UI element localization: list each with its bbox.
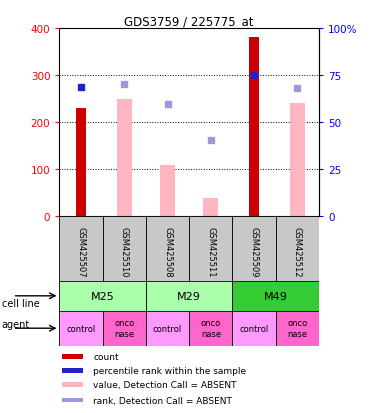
Bar <box>59 217 103 281</box>
Bar <box>276 217 319 281</box>
Bar <box>233 281 319 311</box>
Bar <box>62 398 83 402</box>
Bar <box>189 217 233 281</box>
Text: count: count <box>93 352 119 361</box>
Text: percentile rank within the sample: percentile rank within the sample <box>93 366 246 375</box>
Text: GSM425508: GSM425508 <box>163 226 172 277</box>
Bar <box>233 311 276 346</box>
Bar <box>160 165 175 217</box>
Bar <box>146 281 233 311</box>
Bar <box>62 354 83 359</box>
Bar <box>59 311 103 346</box>
Text: control: control <box>66 324 96 333</box>
Title: GDS3759 / 225775_at: GDS3759 / 225775_at <box>124 15 254 28</box>
Text: rank, Detection Call = ABSENT: rank, Detection Call = ABSENT <box>93 396 232 404</box>
Bar <box>276 311 319 346</box>
Bar <box>103 217 146 281</box>
Text: onco
nase: onco nase <box>201 319 221 338</box>
Text: control: control <box>240 324 269 333</box>
Bar <box>249 38 259 217</box>
Text: M29: M29 <box>177 291 201 301</box>
Text: GSM425511: GSM425511 <box>206 226 215 277</box>
Bar <box>233 217 276 281</box>
Text: value, Detection Call = ABSENT: value, Detection Call = ABSENT <box>93 380 237 389</box>
Bar <box>290 104 305 217</box>
Text: GSM425510: GSM425510 <box>120 226 129 277</box>
Bar <box>103 311 146 346</box>
Text: onco
nase: onco nase <box>287 319 308 338</box>
Text: onco
nase: onco nase <box>114 319 134 338</box>
Text: agent: agent <box>2 319 30 329</box>
Bar <box>146 217 189 281</box>
Text: control: control <box>153 324 182 333</box>
Bar <box>117 100 132 217</box>
Text: GSM425509: GSM425509 <box>250 226 259 277</box>
Text: cell line: cell line <box>2 299 40 309</box>
Bar <box>62 368 83 373</box>
Text: M25: M25 <box>91 291 115 301</box>
Text: GSM425507: GSM425507 <box>76 226 85 277</box>
Bar <box>62 382 83 387</box>
Text: M49: M49 <box>264 291 288 301</box>
Bar <box>59 281 146 311</box>
Text: GSM425512: GSM425512 <box>293 226 302 277</box>
Bar <box>146 311 189 346</box>
Bar <box>189 311 233 346</box>
Bar <box>76 109 86 217</box>
Bar <box>203 198 219 217</box>
